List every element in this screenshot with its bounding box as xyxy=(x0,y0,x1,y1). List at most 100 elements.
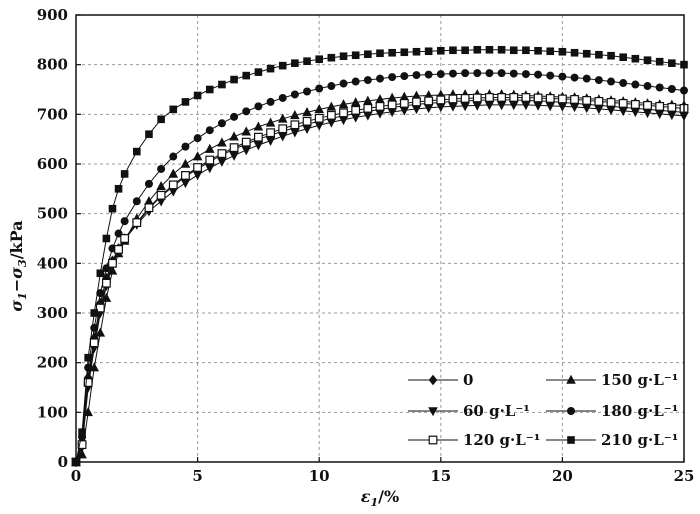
data-point xyxy=(181,171,190,180)
x-tick-label: 20 xyxy=(552,467,573,485)
data-point xyxy=(90,309,99,317)
data-point xyxy=(436,103,446,113)
data-point xyxy=(132,218,142,228)
data-point xyxy=(302,124,312,135)
data-point xyxy=(595,50,603,59)
data-point xyxy=(144,195,154,206)
data-point xyxy=(509,46,518,55)
data-point xyxy=(485,45,494,54)
legend-marker-icon xyxy=(567,436,575,444)
data-point xyxy=(570,95,579,104)
data-point xyxy=(411,105,422,115)
data-point xyxy=(315,55,323,64)
data-point xyxy=(558,47,567,56)
data-point xyxy=(642,109,653,119)
data-point xyxy=(78,428,86,436)
data-point xyxy=(84,353,92,362)
data-point xyxy=(545,102,556,112)
data-point xyxy=(290,128,300,138)
data-point xyxy=(168,168,179,178)
series-2 xyxy=(71,89,689,466)
data-point xyxy=(132,197,141,206)
series-5 xyxy=(71,93,689,467)
data-point xyxy=(314,113,324,123)
series-line xyxy=(75,93,685,463)
y-tick-label: 400 xyxy=(37,254,68,272)
legend-item: 0 xyxy=(408,371,473,389)
series-line xyxy=(75,96,685,463)
data-point xyxy=(156,190,166,200)
x-tick-label: 25 xyxy=(674,467,695,485)
data-point xyxy=(77,449,87,459)
data-point xyxy=(350,97,361,107)
data-point xyxy=(448,94,458,104)
data-point xyxy=(631,80,640,89)
data-point xyxy=(473,45,482,54)
data-point xyxy=(533,93,543,103)
data-point xyxy=(291,59,299,67)
data-point xyxy=(606,106,616,116)
data-point xyxy=(169,105,178,114)
legend-marker-icon xyxy=(567,407,575,415)
data-point xyxy=(424,47,433,56)
data-point xyxy=(193,91,202,100)
data-point xyxy=(484,101,495,111)
legend-item: 210 g·L⁻¹ xyxy=(546,431,678,449)
series-line xyxy=(75,99,685,463)
data-point xyxy=(230,75,238,84)
data-point xyxy=(204,143,215,153)
data-point xyxy=(460,94,470,103)
y-tick-label: 200 xyxy=(37,354,68,372)
data-point xyxy=(229,151,239,161)
data-point xyxy=(546,47,555,56)
legend-item: 150 g·L⁻¹ xyxy=(546,371,678,389)
data-point xyxy=(314,121,324,131)
data-point xyxy=(181,142,190,151)
data-point xyxy=(89,338,99,348)
data-point xyxy=(509,93,519,102)
data-point xyxy=(229,131,239,141)
data-point xyxy=(473,69,482,78)
data-point xyxy=(424,70,433,79)
series-line xyxy=(75,104,685,463)
data-point xyxy=(582,96,592,105)
data-point xyxy=(594,76,603,85)
data-point xyxy=(643,100,652,110)
data-point xyxy=(205,85,214,94)
data-point xyxy=(157,164,166,173)
data-point xyxy=(339,52,348,61)
data-point xyxy=(423,104,434,114)
y-tick-label: 700 xyxy=(37,105,68,123)
series-line xyxy=(75,72,685,463)
data-point xyxy=(338,99,349,109)
data-point xyxy=(204,164,215,174)
data-point xyxy=(399,99,409,108)
data-point xyxy=(192,171,203,181)
data-point xyxy=(534,70,543,79)
series-6 xyxy=(72,45,688,466)
x-tick-label: 5 xyxy=(192,467,202,485)
data-point xyxy=(145,130,153,138)
series-4 xyxy=(72,69,688,466)
data-point xyxy=(339,79,348,88)
data-point xyxy=(242,107,251,116)
data-point xyxy=(485,69,494,78)
data-point xyxy=(253,121,264,131)
data-point xyxy=(582,74,591,83)
data-point xyxy=(108,258,117,268)
data-point xyxy=(277,113,288,123)
data-point xyxy=(266,97,275,106)
data-point xyxy=(655,83,664,92)
data-point xyxy=(607,51,615,60)
data-point xyxy=(351,77,360,86)
data-point xyxy=(217,149,227,158)
data-point xyxy=(509,69,518,78)
data-point xyxy=(412,97,421,107)
data-point xyxy=(461,46,469,55)
data-point xyxy=(497,69,506,78)
data-point xyxy=(448,69,457,78)
data-point xyxy=(241,126,252,136)
axis-ticks: 0 5 10 15 20 25 0 100 200 300 400 500 600 700 800 900 xyxy=(37,6,695,485)
data-point xyxy=(168,180,178,190)
